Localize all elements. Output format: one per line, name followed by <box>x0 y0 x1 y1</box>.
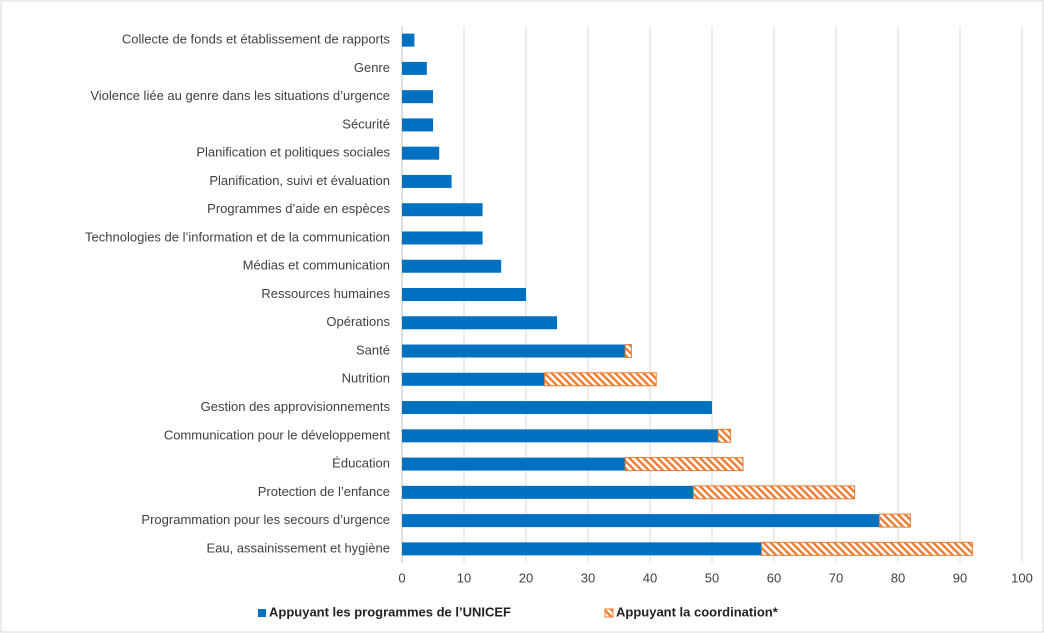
x-tick-label: 80 <box>891 570 905 585</box>
bar <box>402 344 626 358</box>
bar <box>402 401 712 415</box>
x-tick-label: 70 <box>829 570 843 585</box>
x-tick-label: 10 <box>457 570 471 585</box>
y-tick-label: Violence liée au genre dans les situatio… <box>90 88 390 103</box>
y-tick-label: Planification et politiques sociales <box>196 145 390 160</box>
y-tick-label: Programmes d’aide en espèces <box>207 201 390 216</box>
bar <box>761 541 973 556</box>
x-tick-label: 0 <box>398 570 405 585</box>
bar <box>402 457 626 471</box>
x-tick-label: 20 <box>519 570 533 585</box>
legend-label: Appuyant la coordination* <box>616 604 779 619</box>
y-tick-label: Planification, suivi et évaluation <box>209 173 390 188</box>
x-tick-label: 30 <box>581 570 595 585</box>
bar <box>402 542 762 556</box>
bar <box>402 61 427 75</box>
bar <box>402 429 719 443</box>
y-tick-label: Technologies de l’information et de la c… <box>85 229 390 244</box>
y-tick-label: Sécurité <box>342 116 390 131</box>
bar <box>878 513 911 528</box>
bar <box>402 203 483 217</box>
y-tick-label: Communication pour le développement <box>164 427 391 442</box>
bar <box>402 259 502 273</box>
bar <box>624 457 744 472</box>
bar <box>624 344 632 359</box>
bar <box>692 485 856 500</box>
y-tick-label: Médias et communication <box>243 258 390 273</box>
bar <box>402 316 557 330</box>
y-tick-label: Collecte de fonds et établissement de ra… <box>122 32 391 47</box>
y-tick-label: Éducation <box>332 456 390 471</box>
bar <box>402 514 880 528</box>
x-tick-label: 50 <box>705 570 719 585</box>
bar <box>402 146 440 160</box>
legend-swatch <box>258 609 266 617</box>
bar <box>402 33 415 47</box>
y-tick-label: Protection de l’enfance <box>258 484 390 499</box>
bar <box>402 485 694 499</box>
legend: Appuyant les programmes de l’UNICEF Appuy… <box>258 604 779 619</box>
x-tick-label: 60 <box>767 570 781 585</box>
bar <box>402 288 526 301</box>
bar <box>402 118 433 132</box>
x-tick-label: 90 <box>953 570 967 585</box>
y-tick-label: Opérations <box>326 314 390 329</box>
bar <box>402 372 545 386</box>
bar <box>402 174 452 188</box>
x-tick-label: 100 <box>1011 570 1033 585</box>
bar <box>717 428 732 443</box>
y-tick-label: Genre <box>354 60 390 75</box>
y-tick-label: Gestion des approvisionnements <box>201 399 391 414</box>
x-tick-label: 40 <box>643 570 657 585</box>
y-tick-label: Ressources humaines <box>261 286 390 301</box>
legend-swatch <box>604 608 614 618</box>
bar <box>402 90 433 104</box>
y-tick-label: Santé <box>356 342 390 357</box>
y-tick-label: Programmation pour les secours d’urgence <box>141 512 390 527</box>
bar <box>402 231 483 245</box>
bar <box>544 372 657 387</box>
legend-label: Appuyant les programmes de l’UNICEF <box>269 604 511 619</box>
y-tick-label: Nutrition <box>342 371 390 386</box>
y-tick-label: Eau, assainissement et hygiène <box>206 540 390 555</box>
